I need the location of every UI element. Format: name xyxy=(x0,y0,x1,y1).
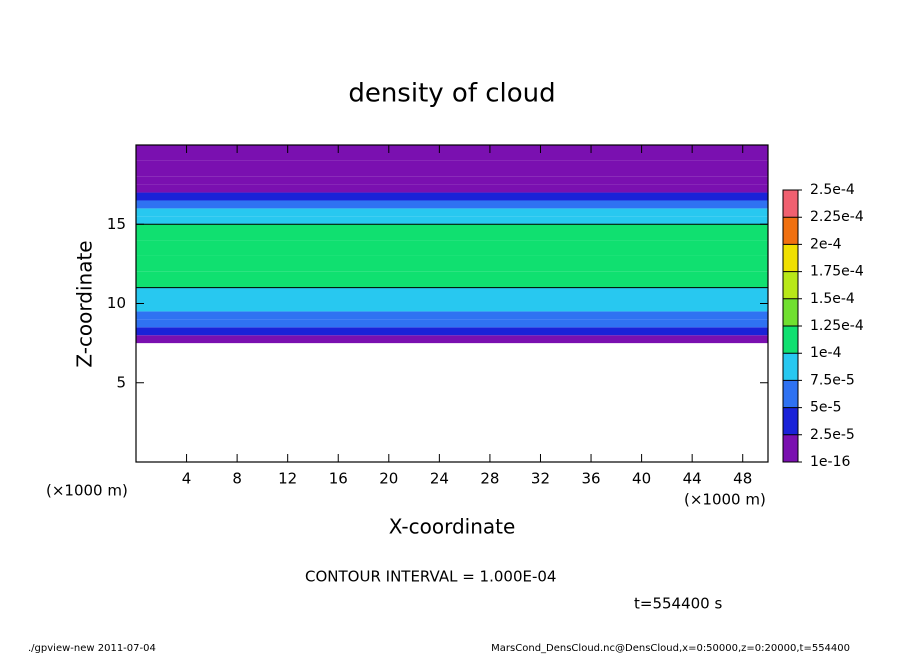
field-strip xyxy=(136,327,768,336)
field-strip xyxy=(136,216,768,225)
colorbar-label: 1.25e-4 xyxy=(810,318,864,334)
field-strip xyxy=(136,200,768,209)
field-strip xyxy=(136,145,768,161)
y-tick-label: 5 xyxy=(116,373,126,391)
colorbar-swatch xyxy=(783,298,798,326)
colorbar-swatch xyxy=(783,217,798,245)
x-tick-label: 24 xyxy=(430,470,449,488)
field-strip xyxy=(136,335,768,344)
colorbar-label: 2.25e-4 xyxy=(810,209,864,225)
x-tick-label: 28 xyxy=(480,470,499,488)
x-tick-label: 16 xyxy=(329,470,348,488)
field-strip xyxy=(136,208,768,217)
colorbar-swatch xyxy=(783,434,798,462)
x-tick-label: 4 xyxy=(182,470,192,488)
x-tick-label: 32 xyxy=(531,470,550,488)
colorbar-swatch xyxy=(783,326,798,354)
x-tick-label: 20 xyxy=(379,470,398,488)
colorbar-label: 2e-4 xyxy=(810,236,842,252)
field-strip xyxy=(136,184,768,193)
field-strip xyxy=(136,240,768,256)
field-strip xyxy=(136,255,768,272)
field-strip xyxy=(136,287,768,304)
colorbar-swatch xyxy=(783,190,798,218)
x-unit: (×1000 m) xyxy=(46,482,128,500)
field-strip xyxy=(136,303,768,312)
field-strip xyxy=(136,271,768,288)
colorbar-swatch xyxy=(783,353,798,381)
colorbar-label: 5e-5 xyxy=(810,400,841,416)
chart-title: density of cloud xyxy=(348,79,555,109)
x-tick-label: 8 xyxy=(232,470,242,488)
colorbar-label: 1.5e-4 xyxy=(810,291,855,307)
footer-left: ./gpview-new 2011-07-04 xyxy=(28,643,156,654)
x-unit: (×1000 m) xyxy=(684,491,766,509)
time-label: t=554400 s xyxy=(634,595,722,613)
field-strip xyxy=(136,311,768,320)
field-strip xyxy=(136,319,768,328)
colorbar-swatch xyxy=(783,407,798,435)
x-tick-label: 12 xyxy=(278,470,297,488)
x-tick-label: 40 xyxy=(632,470,651,488)
colorbar-label: 2.5e-5 xyxy=(810,427,855,443)
colorbar-label: 7.5e-5 xyxy=(810,372,855,388)
colorbar-swatch xyxy=(783,380,798,408)
y-tick-label: 15 xyxy=(107,215,126,233)
x-tick-label: 36 xyxy=(581,470,600,488)
y-axis-label: Z-coordinate xyxy=(73,240,97,367)
footer-right: MarsCond_DensCloud.nc@DensCloud,x=0:5000… xyxy=(491,643,850,654)
colorbar-label: 2.5e-4 xyxy=(810,182,855,198)
colorbar-swatch xyxy=(783,271,798,299)
field-strip xyxy=(136,192,768,201)
x-tick-label: 44 xyxy=(683,470,702,488)
colorbar-label: 1e-16 xyxy=(810,454,850,470)
colorbar-label: 1e-4 xyxy=(810,345,842,361)
x-axis-label: X-coordinate xyxy=(389,515,516,539)
x-tick-label: 48 xyxy=(733,470,752,488)
field-strip xyxy=(136,176,768,185)
field-strip xyxy=(136,160,768,177)
y-tick-label: 10 xyxy=(107,294,126,312)
colorbar-label: 1.75e-4 xyxy=(810,264,864,280)
colorbar-swatch xyxy=(783,244,798,272)
field-strip xyxy=(136,224,768,241)
contour-interval: CONTOUR INTERVAL = 1.000E-04 xyxy=(305,568,556,586)
